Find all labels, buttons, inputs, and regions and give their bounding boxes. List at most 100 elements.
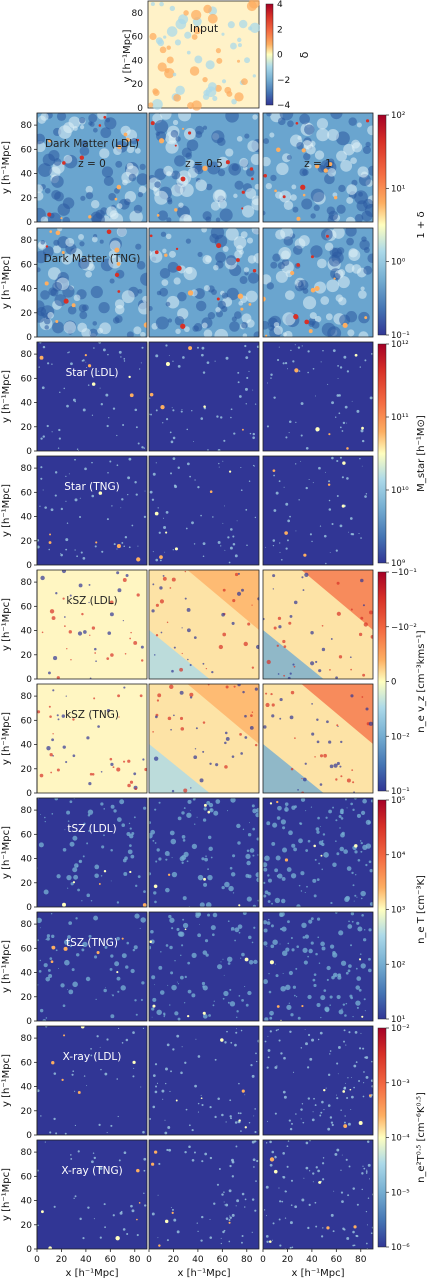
filament-blob <box>60 553 62 555</box>
filament-blob <box>365 819 371 825</box>
filament-blob <box>162 1098 164 1100</box>
dm-halo <box>60 217 63 220</box>
hot-spot <box>167 873 171 876</box>
filament-blob <box>356 1234 359 1238</box>
heatmap-panel <box>36 455 148 566</box>
filament-blob <box>236 1199 240 1203</box>
dm-blob <box>284 330 293 337</box>
ksz-blob <box>361 696 364 698</box>
filament-blob <box>215 799 221 804</box>
filament-blob <box>177 466 180 470</box>
input-blob <box>163 35 167 39</box>
dm-blob <box>156 131 167 142</box>
colorbar <box>377 799 387 1020</box>
filament-blob <box>244 985 246 988</box>
dm-blob <box>317 164 326 173</box>
dm-blob <box>297 279 309 291</box>
dm-blob <box>234 250 243 259</box>
filament-blob <box>270 373 273 376</box>
filament-blob <box>191 521 194 525</box>
y-tick-label: 60 <box>21 716 33 726</box>
colorbar <box>377 571 387 792</box>
dm-blob <box>241 205 255 218</box>
filament-blob <box>168 914 172 919</box>
dm-halo <box>314 163 320 169</box>
dm-blob <box>136 173 147 186</box>
filament-blob <box>268 990 272 994</box>
y-tick-label: 0 <box>26 561 32 571</box>
filament-blob <box>159 559 162 562</box>
heatmap-panel <box>36 1139 148 1250</box>
filament-blob <box>282 362 285 365</box>
dm-halo <box>71 303 76 308</box>
y-tick-label: 0 <box>26 675 32 685</box>
ksz-blob <box>106 708 111 713</box>
filament-blob <box>339 456 342 459</box>
filament-blob <box>191 952 197 958</box>
input-blob <box>212 95 218 101</box>
filament-blob <box>38 366 40 368</box>
heatmap-panel <box>36 227 148 338</box>
filament-blob <box>94 955 98 959</box>
filament-blob <box>106 424 109 428</box>
heatmap-panel <box>148 683 260 794</box>
filament-blob <box>317 1038 320 1041</box>
filament-blob <box>108 417 110 419</box>
filament-blob <box>263 941 268 946</box>
filament-blob <box>102 348 106 352</box>
filament-blob <box>231 1175 235 1178</box>
filament-blob <box>88 934 92 938</box>
ksz-blob <box>234 572 239 577</box>
hot-spot <box>238 904 241 907</box>
filament-blob <box>288 1119 291 1122</box>
filament-blob <box>126 941 130 945</box>
dm-blob <box>365 141 371 148</box>
ksz-blob <box>189 664 192 667</box>
dm-halo <box>175 247 179 251</box>
filament-blob <box>282 1175 286 1179</box>
dm-blob <box>253 331 259 337</box>
filament-blob <box>307 1066 310 1069</box>
dm-blob <box>357 166 369 178</box>
panel-texture <box>263 570 373 679</box>
dm-blob <box>211 289 217 295</box>
filament-blob <box>244 387 248 391</box>
filament-blob <box>329 1004 331 1006</box>
filament-blob <box>180 410 183 413</box>
filament-blob <box>312 1181 314 1183</box>
filament-blob <box>288 420 292 423</box>
filament-blob <box>253 926 256 929</box>
filament-blob <box>282 826 286 830</box>
dm-halo <box>174 208 178 212</box>
ksz-blob <box>171 669 174 673</box>
dm-blob <box>109 278 115 284</box>
hot-spot <box>50 960 54 964</box>
filament-blob <box>244 1206 246 1208</box>
filament-blob <box>104 1226 106 1229</box>
filament-blob <box>328 480 331 483</box>
panel-texture <box>38 342 145 451</box>
filament-blob <box>371 1085 373 1088</box>
filament-blob <box>170 971 174 975</box>
filament-blob <box>329 1116 333 1119</box>
filament-blob <box>275 974 279 978</box>
colorbar-label: 1 + δ <box>416 211 427 238</box>
filament-blob <box>77 888 80 892</box>
filament-blob <box>351 400 353 402</box>
filament-blob <box>157 1237 159 1239</box>
filament-blob <box>266 425 270 428</box>
redshift-label: z = 0.5 <box>185 158 223 170</box>
filament-blob <box>321 946 326 951</box>
filament-blob <box>256 1060 258 1063</box>
dm-blob <box>217 300 226 309</box>
heatmap-panel <box>262 341 374 452</box>
filament-blob <box>234 927 240 933</box>
input-blob <box>221 32 225 36</box>
filament-blob <box>214 1115 217 1119</box>
filament-blob <box>68 473 70 475</box>
filament-blob <box>44 816 46 819</box>
hot-spot <box>164 1219 169 1224</box>
row-label: kSZ (LDL) <box>66 595 117 607</box>
filament-blob <box>365 1211 368 1213</box>
dm-blob <box>114 187 120 194</box>
